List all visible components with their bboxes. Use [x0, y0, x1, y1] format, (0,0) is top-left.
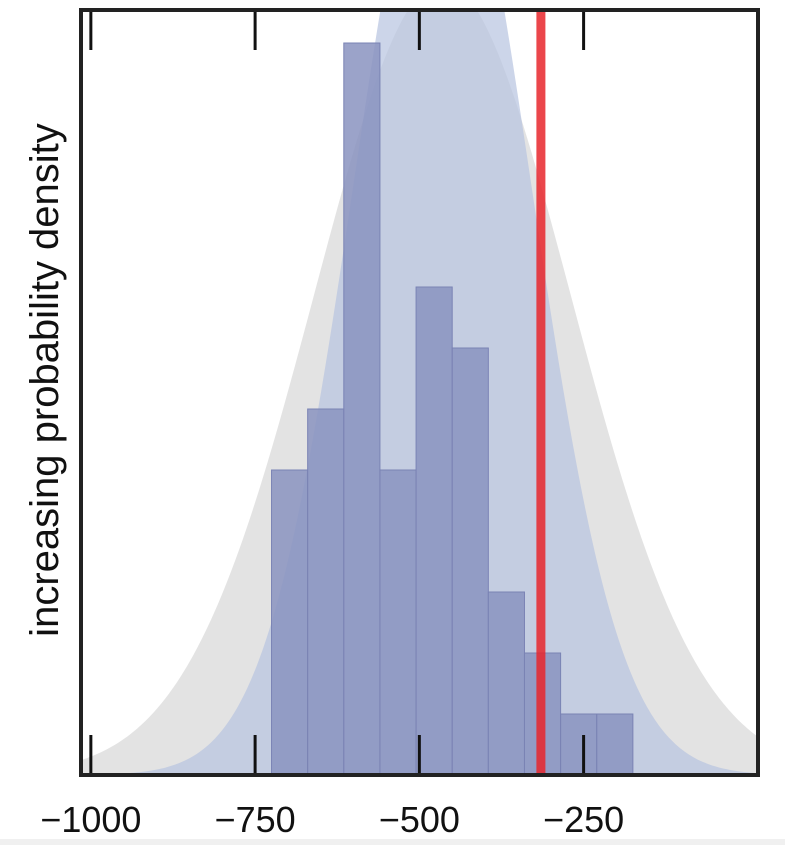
axis-ticks [89, 10, 586, 775]
histogram-bar [415, 286, 453, 776]
y-axis-label: increasing probability density [23, 123, 67, 637]
histogram-bar [487, 591, 525, 776]
histogram-bar [451, 347, 489, 776]
histogram-bar [307, 408, 345, 776]
x-tick-label: −1000 [40, 799, 141, 840]
reference-line-group [536, 10, 546, 775]
bottom-strip [0, 839, 785, 845]
histogram-bar [271, 469, 309, 776]
histogram-bars [271, 42, 634, 776]
x-tick-label: −500 [379, 799, 460, 840]
histogram-bar [560, 713, 598, 776]
histogram-bar [379, 469, 417, 776]
x-tick-label: −750 [215, 799, 296, 840]
histogram-bar [596, 713, 634, 776]
plot-frame [79, 8, 760, 777]
x-tick-label: −250 [543, 799, 624, 840]
reference-line [536, 10, 546, 775]
x-tick-labels: −1000 −750 −500 −250 [40, 799, 624, 840]
histogram-bar [343, 42, 381, 776]
